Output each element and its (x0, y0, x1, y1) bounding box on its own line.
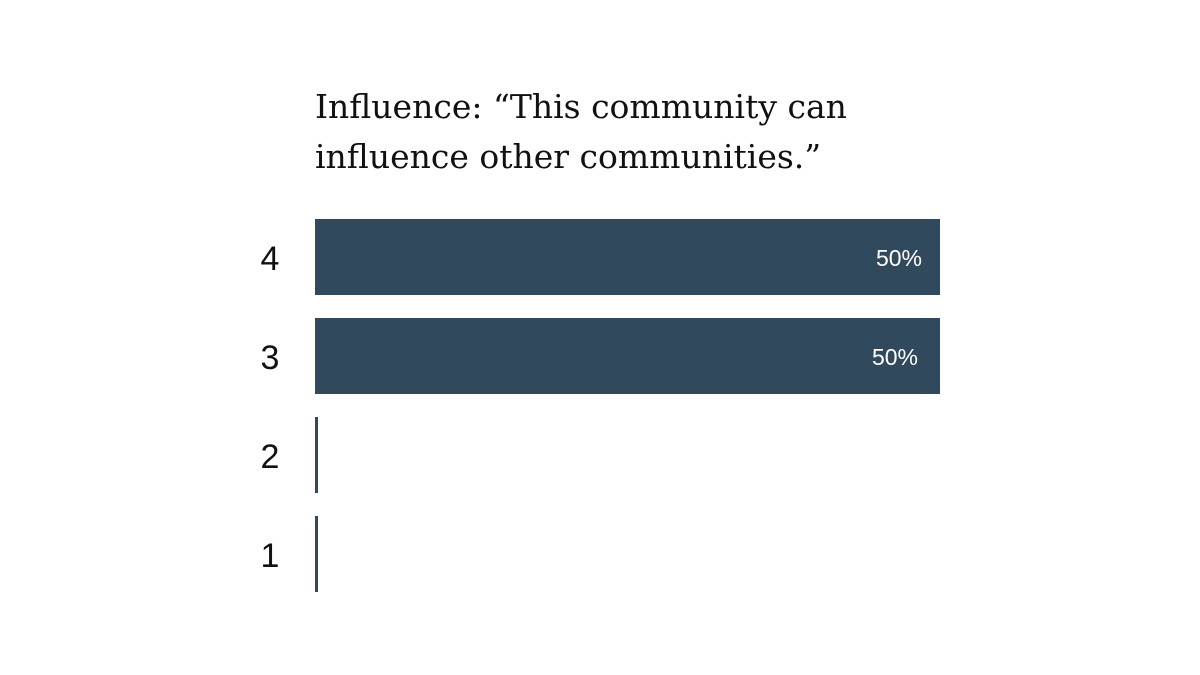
bar-zero (315, 516, 318, 592)
bar: 50% (315, 219, 940, 295)
category-label: 2 (260, 438, 280, 476)
bar-row-3: 3 50% (0, 318, 1200, 394)
bar-zero (315, 417, 318, 493)
value-label: 50% (875, 245, 922, 271)
bar-row-2: 2 (0, 417, 1200, 493)
chart-title-line-1: Influence: “This community can (315, 87, 847, 126)
bar-row-1: 1 (0, 516, 1200, 592)
bar-row-4: 4 50% (0, 219, 1200, 295)
chart-title-line-2: influence other communities.” (315, 137, 822, 176)
chart-title: Influence: “This community can influence… (315, 82, 955, 182)
category-label: 1 (260, 537, 280, 575)
category-label: 4 (260, 240, 280, 278)
category-label: 3 (260, 339, 280, 377)
bar: 50% (315, 318, 940, 394)
value-label: 50% (871, 344, 918, 370)
